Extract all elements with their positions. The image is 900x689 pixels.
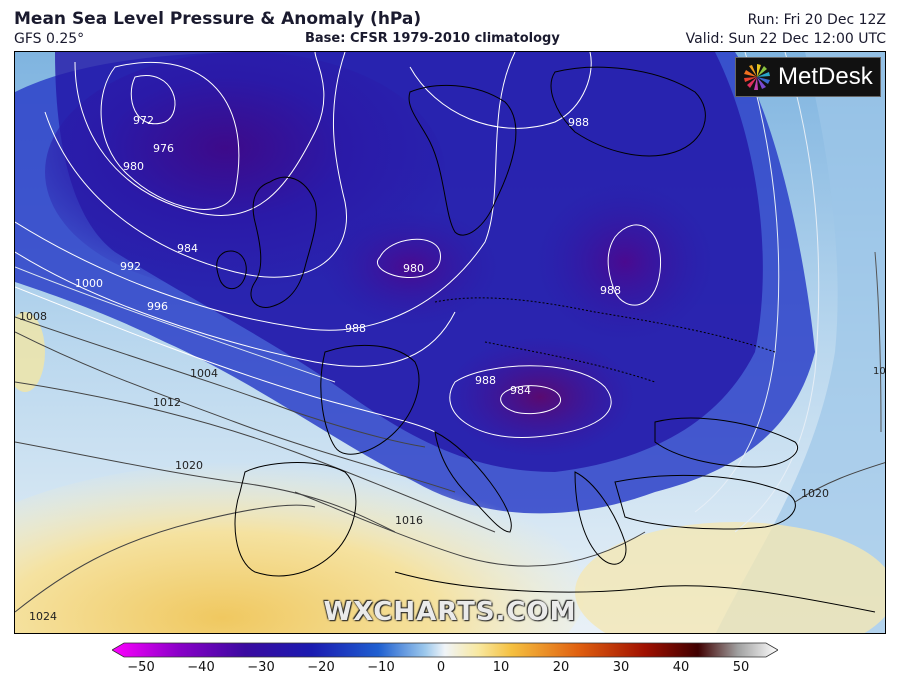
isobar-label: 1008 [19,310,47,323]
subtropical-high-region [15,462,585,633]
colorbar-tick-label: −10 [367,660,395,675]
isobar-label: 996 [147,300,168,313]
coast-great-britain [250,176,317,308]
isobar-label: 984 [177,242,198,255]
isobar-1004 [15,316,426,448]
isobar-label: 1016 [395,514,423,527]
metdesk-sunburst-icon [744,64,770,90]
map-canvas: 972 976 980 984 992 1000 996 1008 988 98… [15,52,886,633]
colorbar-tick-label: 20 [552,660,570,675]
metdesk-logo-text: MetDesk [778,63,873,90]
colorbar-gradient [111,642,779,658]
isobar-label: 1024 [29,610,57,623]
run-time-label: Run: Fri 20 Dec 12Z [747,12,886,28]
isobar-label: 1000 [75,277,103,290]
border-danube [484,341,656,383]
colorbar-tick-label: 10 [492,660,510,675]
isobar-996 [15,286,436,433]
eastern-blue-region [715,52,885,633]
coast-north-africa [394,571,876,613]
colorbar-tick-label: 30 [612,660,630,675]
isobar-label: 988 [600,284,621,297]
coast-greece [574,471,627,565]
balkan-low-core [445,337,635,457]
isobar-label: 988 [568,116,589,129]
north-africa-high-region [575,522,885,633]
isobar-east-arc-1 [694,52,780,513]
isobar-label: 988 [345,322,366,335]
isobar-984-balkan [500,385,561,415]
isobar-1020-east [794,462,885,503]
coast-france [320,344,420,455]
isobar-980-north-sea [377,238,441,279]
colorbar-tick-label: −30 [247,660,275,675]
isobar-label: 988 [475,374,496,387]
colorbar-tick-label: 50 [732,660,750,675]
isobar-label: 980 [403,262,424,275]
coast-ireland [216,250,247,290]
isobar-1000 [15,266,336,383]
isobar-label: 1020 [175,459,203,472]
isobar-984 [44,52,347,278]
isobar-1012 [15,381,496,533]
colorbar-tick-label: 40 [672,660,690,675]
valid-time-label: Valid: Sun 22 Dec 12:00 UTC [685,31,886,47]
pressure-anomaly-map: 972 976 980 984 992 1000 996 1008 988 98… [14,51,886,634]
isobar-label: 980 [123,160,144,173]
colorbar-tick-label: −20 [307,660,335,675]
isobar-992 [15,251,456,367]
isobar-988-east [607,224,662,306]
colorbar-tick-label: 0 [436,660,446,675]
isobar-label: 1020 [801,487,829,500]
anomaly-colorbar: −50 −40 −30 −20 −10 0 10 20 30 40 50 [111,642,779,682]
border-central-europe [434,297,776,353]
coast-scandinavia [408,85,517,236]
isobar-1020-edge [874,251,882,433]
isobar-976 [100,61,240,210]
isobar-1008 [15,331,456,493]
isobar-east-arc-2 [734,52,820,533]
coast-finland [550,66,706,157]
west-edge-positive [15,312,45,392]
isobar-label: 1012 [153,396,181,409]
isobar-label: 984 [510,384,531,397]
colorbar-scale [111,642,779,658]
isobar-988-scandinavia [409,52,592,129]
isobar-1024 [15,504,316,613]
metdesk-logo: MetDesk [735,57,881,97]
wxcharts-watermark: WXCHARTS.COM [323,597,577,627]
isobar-label: 1004 [190,367,218,380]
isobar-label: 992 [120,260,141,273]
isobar-988-balkan [449,365,612,439]
isobars [15,52,885,613]
coastlines [216,66,876,613]
isobar-label: 1020 [873,366,886,377]
coast-iberia [234,462,357,577]
colorbar-tick-label: −50 [127,660,155,675]
chart-title: Mean Sea Level Pressure & Anomaly (hPa) [14,9,422,29]
climatology-base-label: Base: CFSR 1979-2010 climatology [305,31,560,46]
north-sea-low-core [320,207,500,327]
isobar-980 [74,52,325,216]
isobar-988-west [15,52,516,331]
isobar-972 [130,75,176,125]
coast-italy [434,431,512,533]
eastern-low-core [535,182,715,342]
isobar-label: 972 [133,114,154,127]
isobar-labels: 972 976 980 984 992 1000 996 1008 988 98… [19,114,886,623]
isobar-label: 976 [153,142,174,155]
colorbar-tick-label: −40 [187,660,215,675]
coast-turkey [614,474,796,530]
isobar-1016 [294,491,646,567]
model-label: GFS 0.25° [14,31,85,47]
coast-black-sea [654,417,798,468]
